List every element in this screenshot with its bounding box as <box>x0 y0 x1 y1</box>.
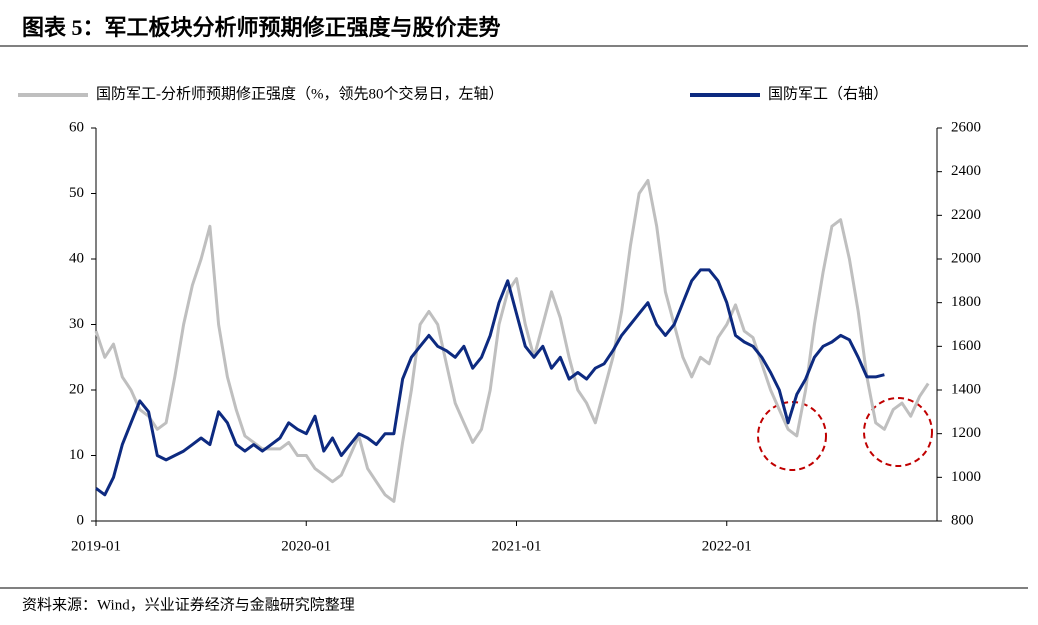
legend-label: 国防军工-分析师预期修正强度（%，领先80个交易日，左轴） <box>96 84 504 102</box>
legend-label: 国防军工（右轴） <box>768 85 888 102</box>
y2-tick-label: 2200 <box>951 207 981 223</box>
y-tick-label: 40 <box>69 250 84 266</box>
annotation-circle <box>863 397 933 467</box>
y-tick-label: 0 <box>77 512 85 528</box>
y2-tick-label: 800 <box>951 512 974 528</box>
y-tick-label: 10 <box>69 447 84 463</box>
y-tick-label: 60 <box>69 119 84 135</box>
series-line <box>94 178 930 503</box>
x-tick-label: 2020-01 <box>281 538 331 554</box>
y2-tick-label: 2000 <box>951 250 981 266</box>
x-tick-label: 2019-01 <box>71 538 121 554</box>
x-tick-label: 2021-01 <box>492 538 542 554</box>
y2-tick-label: 1000 <box>951 469 981 485</box>
annotation-circle <box>757 401 827 471</box>
y2-tick-label: 1600 <box>951 338 981 354</box>
series-line <box>95 268 885 497</box>
y-tick-label: 30 <box>69 316 84 332</box>
y2-tick-label: 1400 <box>951 381 981 397</box>
source: 资料来源：Wind，兴业证券经济与金融研究院整理 <box>22 595 355 613</box>
y2-tick-label: 1200 <box>951 425 981 441</box>
x-tick-label: 2022-01 <box>702 538 752 554</box>
y2-tick-label: 2400 <box>951 163 981 179</box>
y2-tick-label: 1800 <box>951 294 981 310</box>
chart-title: 图表 5：军工板块分析师预期修正强度与股价走势 <box>22 15 501 40</box>
y2-tick-label: 2600 <box>951 119 981 135</box>
y-tick-label: 50 <box>69 185 84 201</box>
y-tick-label: 20 <box>69 381 84 397</box>
